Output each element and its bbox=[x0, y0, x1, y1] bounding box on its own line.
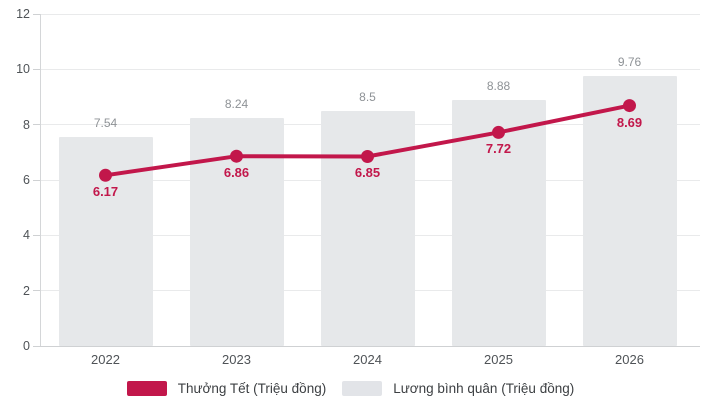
x-axis-label-2024: 2024 bbox=[353, 352, 382, 367]
x-axis-label-2022: 2022 bbox=[91, 352, 120, 367]
bar-2024[interactable] bbox=[320, 110, 415, 346]
legend: Thưởng Tết (Triệu đồng) Lương bình quân … bbox=[0, 381, 701, 396]
point-value-label: 6.17 bbox=[92, 184, 119, 200]
gridline bbox=[40, 68, 700, 70]
y-tick-mark bbox=[33, 13, 40, 15]
y-tick-mark bbox=[33, 234, 40, 236]
legend-label: Lương bình quân (Triệu đồng) bbox=[393, 381, 575, 396]
y-axis-tick-label: 2 bbox=[23, 283, 30, 298]
gridline bbox=[40, 13, 700, 15]
y-tick-mark bbox=[33, 68, 40, 70]
point-value-label: 7.72 bbox=[485, 141, 512, 157]
y-axis-tick-label: 6 bbox=[23, 173, 30, 187]
legend-item-luong-binh-quan[interactable]: Lương bình quân (Triệu đồng) bbox=[342, 381, 574, 396]
y-axis-tick-label: 12 bbox=[16, 7, 30, 21]
y-axis-tick-label: 8 bbox=[23, 117, 30, 132]
data-point-2026[interactable] bbox=[623, 99, 636, 113]
y-tick-mark bbox=[33, 290, 40, 292]
data-point-2022[interactable] bbox=[99, 168, 112, 182]
x-axis-label-2023: 2023 bbox=[222, 352, 251, 367]
bar-series-swatch bbox=[342, 381, 383, 396]
bar-value-label: 8.88 bbox=[486, 79, 511, 94]
legend-item-thuong-tet[interactable]: Thưởng Tết (Triệu đồng) bbox=[126, 381, 327, 396]
bar-value-label: 7.54 bbox=[93, 116, 118, 131]
y-axis-tick-label: 0 bbox=[23, 339, 30, 353]
data-point-2024[interactable] bbox=[361, 149, 374, 163]
y-axis-tick-label: 4 bbox=[23, 228, 30, 243]
bar-value-label: 9.76 bbox=[617, 54, 642, 69]
line-series-swatch bbox=[126, 381, 167, 396]
legend-label: Thưởng Tết (Triệu đồng) bbox=[177, 381, 327, 396]
point-value-label: 6.85 bbox=[354, 165, 381, 181]
y-tick-mark bbox=[33, 124, 40, 126]
x-axis-line bbox=[33, 346, 700, 347]
data-point-2023[interactable] bbox=[230, 149, 243, 163]
data-point-2025[interactable] bbox=[492, 125, 505, 139]
bar-value-label: 8.24 bbox=[224, 97, 249, 112]
bar-2022[interactable] bbox=[58, 137, 153, 346]
bar-value-label: 8.5 bbox=[359, 89, 376, 104]
y-tick-mark bbox=[33, 179, 40, 181]
y-axis-line bbox=[40, 14, 41, 346]
x-axis-label-2026: 2026 bbox=[615, 352, 644, 367]
point-value-label: 6.86 bbox=[223, 165, 250, 181]
y-axis-tick-label: 10 bbox=[16, 62, 30, 77]
point-value-label: 8.69 bbox=[616, 114, 643, 130]
x-axis-label-2025: 2025 bbox=[484, 352, 513, 367]
